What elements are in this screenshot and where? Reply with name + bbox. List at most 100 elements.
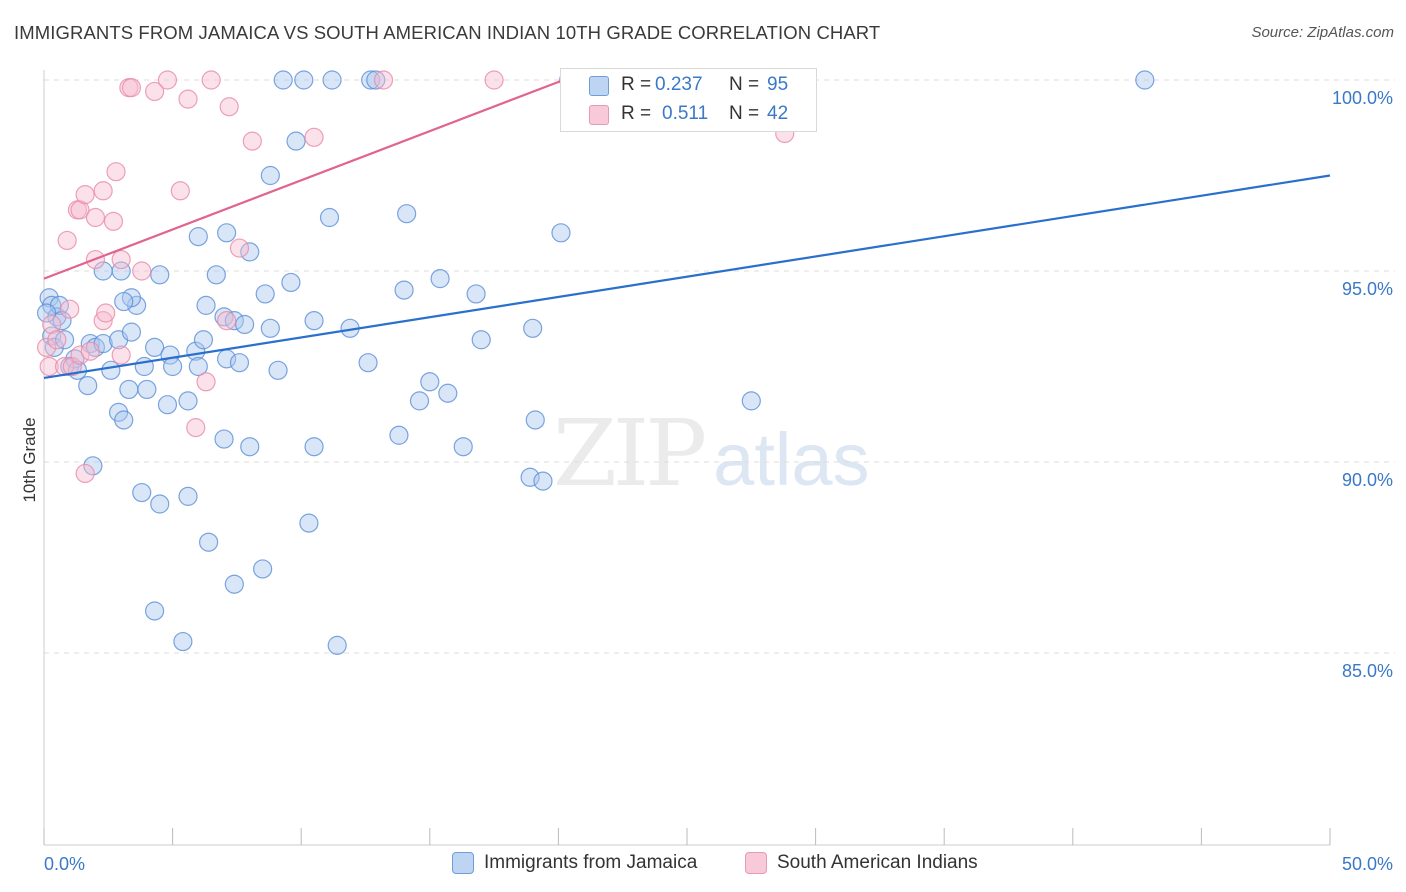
point-jamaica: [39, 288, 59, 308]
point-south-american-indian: [170, 181, 190, 201]
point-jamaica: [281, 272, 301, 293]
point-jamaica: [1135, 70, 1155, 90]
point-jamaica: [260, 165, 280, 186]
point-south-american-indian: [75, 185, 95, 205]
legend-row-south-american-indians: R = 0.511 N = 42: [561, 101, 816, 127]
point-jamaica: [114, 410, 134, 430]
point-south-american-indian: [36, 337, 57, 357]
point-jamaica: [217, 223, 237, 243]
point-south-american-indian: [201, 70, 221, 90]
point-south-american-indian: [132, 261, 152, 281]
x-tick-label: 50.0%: [1342, 854, 1393, 874]
point-jamaica: [525, 410, 545, 430]
point-jamaica: [199, 532, 219, 552]
point-south-american-indian: [186, 418, 206, 438]
bottom-legend-south-american-indians[interactable]: South American Indians: [745, 852, 978, 874]
point-jamaica: [224, 574, 244, 594]
point-jamaica: [253, 559, 273, 579]
point-jamaica: [119, 379, 139, 400]
point-jamaica: [741, 391, 761, 411]
legend-row-jamaica: R = 0.237 N = 95: [561, 72, 816, 98]
point-jamaica: [78, 376, 98, 396]
legend-swatch-jamaica: [589, 76, 609, 96]
point-south-american-indian: [47, 330, 67, 350]
zipatlas-watermark: ZIP atlas: [553, 400, 870, 507]
point-south-american-indian: [70, 200, 90, 220]
point-jamaica: [178, 486, 198, 506]
y-tick-label: 85.0%: [1342, 661, 1393, 681]
axes: [43, 70, 1331, 846]
point-south-american-indian: [229, 238, 250, 258]
legend-n-label: N =: [729, 74, 760, 95]
point-jamaica: [420, 372, 440, 392]
point-jamaica: [163, 356, 183, 377]
point-south-american-indian: [484, 70, 504, 90]
x-tick-label: 0.0%: [44, 854, 85, 874]
point-jamaica: [319, 207, 340, 228]
point-jamaica: [255, 284, 275, 304]
point-south-american-indian: [121, 78, 142, 98]
point-jamaica: [240, 437, 260, 457]
point-south-american-indian: [93, 181, 113, 201]
point-jamaica: [83, 456, 103, 476]
point-south-american-indian: [373, 70, 394, 90]
legend-swatch-south-american-indians: [589, 105, 609, 125]
point-south-american-indian: [196, 372, 216, 392]
point-south-american-indian: [111, 249, 131, 270]
point-jamaica: [389, 425, 409, 445]
point-jamaica: [397, 204, 417, 224]
trend-line-jamaica: [43, 174, 1331, 380]
point-jamaica: [137, 379, 157, 400]
legend-n-value: 95: [767, 74, 789, 95]
point-south-american-indian: [304, 127, 324, 147]
point-jamaica: [93, 261, 113, 281]
point-jamaica: [188, 227, 208, 247]
point-jamaica: [36, 303, 57, 323]
bottom-legend-jamaica[interactable]: Immigrants from Jamaica: [452, 852, 697, 874]
point-jamaica: [466, 284, 486, 304]
point-jamaica: [65, 349, 85, 369]
legend-n-label: N =: [729, 103, 760, 124]
point-jamaica: [299, 513, 319, 533]
point-jamaica: [268, 360, 288, 380]
point-jamaica: [533, 471, 553, 491]
point-jamaica: [229, 353, 250, 373]
point-jamaica: [304, 437, 324, 457]
point-jamaica: [358, 353, 378, 373]
legend-r-value: 0.237: [655, 74, 703, 95]
point-south-american-indian: [70, 345, 90, 365]
point-south-american-indian: [93, 311, 113, 331]
point-jamaica: [188, 356, 208, 377]
point-south-american-indian: [75, 463, 95, 484]
y-tick-label: 90.0%: [1342, 470, 1393, 490]
point-jamaica: [409, 391, 430, 411]
point-south-american-indian: [85, 207, 106, 228]
bottom-legend-label-south-american-indians: South American Indians: [777, 852, 978, 873]
point-jamaica: [196, 295, 216, 315]
tick-labels: 85.0% 90.0% 95.0% 100.0% 0.0% 50.0%: [44, 88, 1393, 874]
point-jamaica: [520, 467, 540, 487]
point-south-american-indian: [57, 230, 77, 251]
point-jamaica: [178, 391, 198, 411]
point-jamaica: [273, 70, 293, 90]
point-south-american-indian: [219, 97, 239, 117]
point-jamaica: [214, 429, 234, 449]
point-jamaica: [54, 330, 75, 350]
point-jamaica: [304, 311, 324, 331]
y-axis-label: 10th Grade: [20, 417, 39, 503]
point-jamaica: [52, 311, 72, 331]
point-south-american-indian: [39, 356, 59, 377]
point-south-american-indian: [103, 211, 124, 231]
point-jamaica: [327, 635, 347, 655]
bottom-legend-swatch-south-american-indians: [745, 852, 767, 874]
point-south-american-indian: [62, 356, 82, 377]
point-south-american-indian: [217, 311, 237, 331]
source-label: Source: ZipAtlas.com: [1251, 24, 1394, 41]
point-jamaica: [206, 265, 226, 285]
legend-r-label: R =: [621, 74, 652, 95]
point-jamaica: [173, 631, 193, 652]
point-south-american-indian: [111, 345, 131, 365]
point-jamaica: [144, 601, 165, 621]
point-jamaica: [523, 318, 543, 338]
